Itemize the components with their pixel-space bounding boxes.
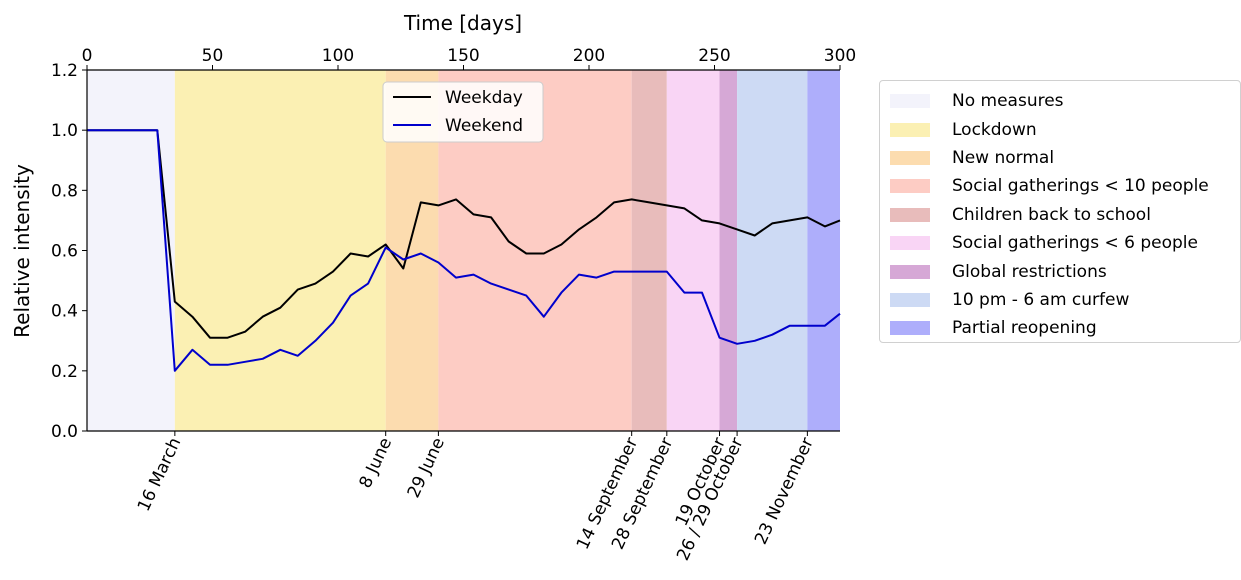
y-tick-label: 0.2 <box>51 362 78 382</box>
series-legend-label: Weekend <box>445 116 523 136</box>
date-label: 23 November <box>751 435 818 548</box>
series-legend-label: Weekday <box>445 88 523 108</box>
phase-legend-item: Global restrictions <box>890 257 1240 285</box>
phase-legend-item: Social gatherings < 10 people <box>890 172 1240 200</box>
y-tick-label: 0.4 <box>51 302 78 322</box>
phase-legend-label: Global restrictions <box>952 261 1107 282</box>
phase-legend-item: No measures <box>890 87 1240 115</box>
y-tick-label: 0.0 <box>51 422 78 442</box>
phase-legend-item: Partial reopening <box>890 314 1240 342</box>
x-tick-label: 0 <box>82 46 93 66</box>
phase-legend-swatch <box>890 150 930 165</box>
date-label: 16 March <box>134 435 185 515</box>
phase-legend-label: New normal <box>952 147 1055 168</box>
phase-legend: No measures Lockdown New normal Social gath… <box>879 80 1241 343</box>
phase-legend-label: Social gatherings < 6 people <box>952 233 1198 254</box>
phase-legend-swatch <box>890 264 930 279</box>
phase-band-6 <box>719 70 738 431</box>
phase-legend-label: Social gatherings < 10 people <box>952 176 1209 197</box>
x-tick-label: 250 <box>698 46 730 66</box>
phase-legend-label: Lockdown <box>952 119 1037 140</box>
x-axis-label: Time [days] <box>403 11 522 35</box>
phase-legend-swatch <box>890 179 930 194</box>
phase-legend-swatch <box>890 321 930 336</box>
y-tick-label: 1.2 <box>51 61 78 81</box>
x-tick-label: 50 <box>202 46 224 66</box>
phase-band-4 <box>631 70 667 431</box>
phase-band-8 <box>807 70 840 431</box>
phase-legend-item: Lockdown <box>890 115 1240 143</box>
phase-legend-item: Social gatherings < 6 people <box>890 229 1240 257</box>
phase-legend-swatch <box>890 236 930 251</box>
x-tick-label: 100 <box>322 46 354 66</box>
series-legend: Weekday Weekend <box>382 81 544 143</box>
phase-legend-label: Children back to school <box>952 204 1151 225</box>
phase-legend-swatch <box>890 94 930 109</box>
tick-labels: 0.0 0.2 0.4 0.6 0.8 1.0 1.20 50 100 150 200 250 300 <box>51 46 856 442</box>
phase-legend-swatch <box>890 207 930 222</box>
phase-legend-label: No measures <box>952 91 1064 112</box>
phase-legend-item: New normal <box>890 144 1240 172</box>
x-tick-label: 150 <box>447 46 479 66</box>
phase-legend-swatch <box>890 292 930 307</box>
phase-legend-label: 10 pm - 6 am curfew <box>952 289 1130 310</box>
phase-legend-item: 10 pm - 6 am curfew <box>890 286 1240 314</box>
y-tick-label: 0.8 <box>51 181 78 201</box>
phase-legend-item: Children back to school <box>890 201 1240 229</box>
phase-band-7 <box>737 70 808 431</box>
y-tick-label: 1.0 <box>51 121 78 141</box>
y-tick-label: 0.6 <box>51 242 78 262</box>
phase-legend-swatch <box>890 122 930 137</box>
phase-band-5 <box>666 70 720 431</box>
x-tick-label: 300 <box>824 46 856 66</box>
phase-band-1 <box>174 70 386 431</box>
phase-legend-label: Partial reopening <box>952 318 1097 339</box>
phase-band-0 <box>87 70 175 431</box>
y-axis-label: Relative intensity <box>10 164 34 338</box>
date-label: 8 June <box>356 435 397 492</box>
series-line-weekday <box>87 129 841 339</box>
series-lines <box>87 129 841 372</box>
x-tick-label: 200 <box>573 46 605 66</box>
series-line-weekend <box>87 129 841 372</box>
date-label: 29 June <box>404 435 449 502</box>
